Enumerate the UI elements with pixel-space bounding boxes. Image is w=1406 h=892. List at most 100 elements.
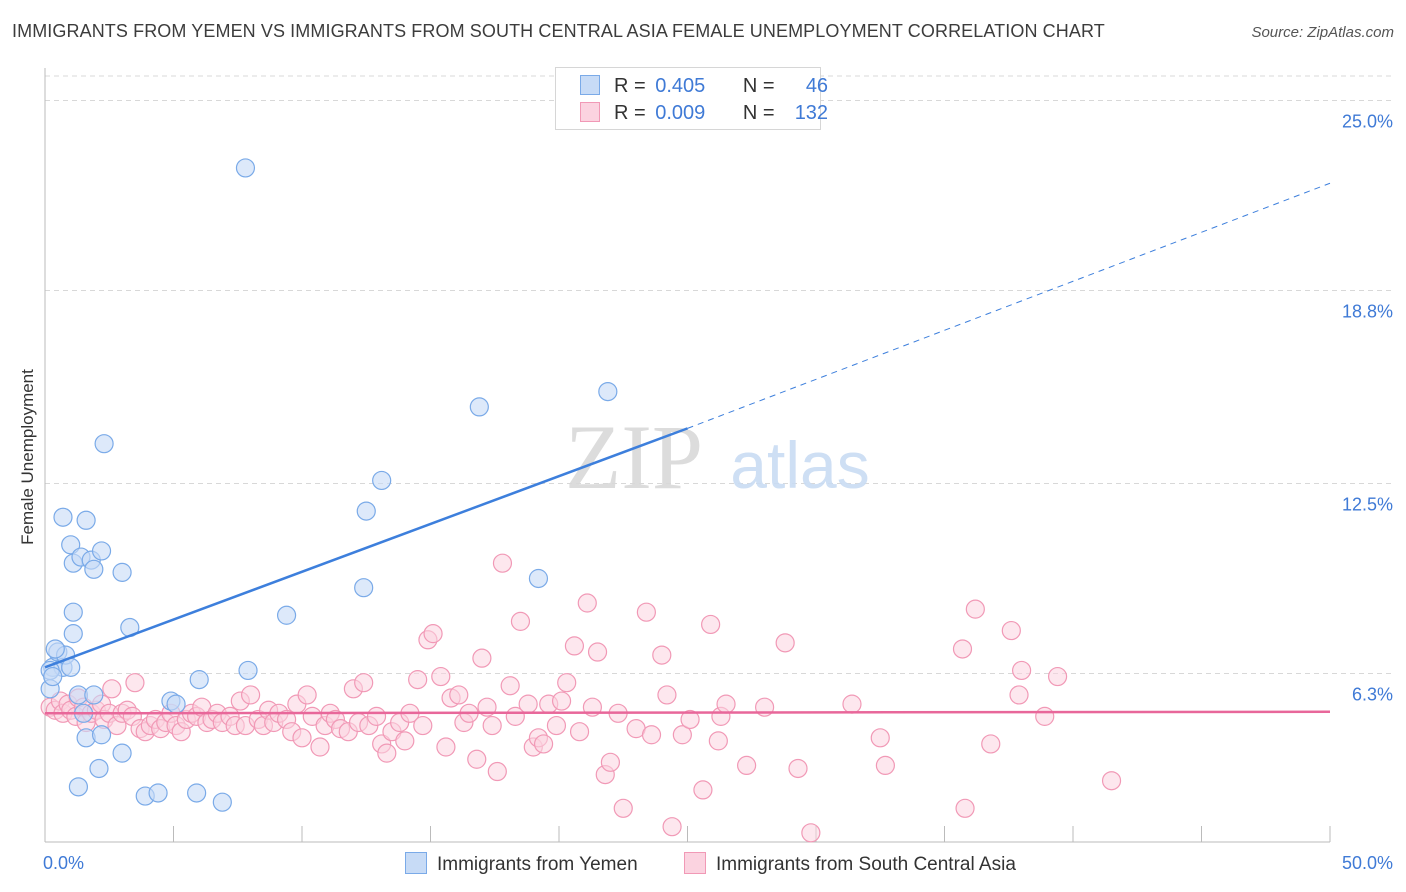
data-point-yemen [89, 758, 109, 779]
legend-r-value-yemen: 0.405 [655, 75, 706, 97]
data-point-yemen [63, 624, 83, 644]
data-point-south-central-asia [366, 706, 387, 726]
bottom-legend-south-central-asia: Immigrants from South Central Asia [684, 852, 1016, 876]
data-point-south-central-asia [955, 798, 975, 818]
data-point-south-central-asia [297, 685, 317, 705]
data-point-yemen [91, 725, 112, 745]
data-point-yemen [354, 578, 374, 598]
data-point-south-central-asia [672, 725, 692, 745]
data-point-south-central-asia [737, 755, 757, 776]
data-point-yemen [238, 660, 258, 681]
data-point-yemen [372, 470, 392, 491]
legend-r-label: R = [614, 102, 646, 124]
data-point-yemen [84, 559, 104, 579]
bottom-legend-swatch-yemen [405, 852, 427, 874]
x-tick-label-min: 0.0% [43, 853, 84, 873]
data-point-south-central-asia [125, 673, 145, 693]
data-point-south-central-asia [577, 593, 597, 613]
data-point-south-central-asia [965, 599, 985, 619]
data-point-south-central-asia [518, 694, 538, 714]
yemen-points [40, 158, 618, 812]
data-point-yemen [68, 777, 89, 797]
data-point-yemen [356, 501, 376, 521]
data-point-south-central-asia [413, 715, 433, 736]
y-tick-label: 12.5% [1342, 495, 1393, 515]
data-point-south-central-asia [423, 624, 443, 644]
data-point-south-central-asia [431, 666, 451, 687]
data-point-yemen [166, 694, 186, 714]
legend-row-yemen: R = 0.405 N = 46 [580, 75, 828, 99]
data-point-south-central-asia [701, 614, 721, 635]
data-point-south-central-asia [546, 715, 567, 736]
bottom-legend-yemen: Immigrants from Yemen [405, 852, 638, 876]
data-point-south-central-asia [551, 691, 572, 711]
data-point-yemen [187, 783, 207, 803]
legend-row-south-central-asia: R = 0.009 N = 132 [580, 102, 828, 126]
data-point-south-central-asia [533, 734, 554, 754]
data-point-yemen [598, 381, 618, 402]
data-point-south-central-asia [1101, 771, 1122, 791]
legend-r-label: R = [614, 75, 646, 97]
data-point-south-central-asia [241, 685, 261, 705]
data-point-yemen [61, 535, 81, 555]
data-point-south-central-asia [492, 553, 513, 573]
data-point-yemen [276, 605, 297, 625]
data-point-south-central-asia [788, 758, 808, 779]
source-credit: Source: ZipAtlas.com [1251, 24, 1394, 41]
data-point-yemen [76, 728, 96, 748]
data-point-south-central-asia [482, 715, 502, 736]
data-point-yemen [112, 743, 132, 763]
watermark: ZIP atlas [565, 406, 870, 508]
tick-labels: 6.3% 12.5% 18.8% 25.0% 0.0% 50.0% [43, 112, 1393, 873]
data-point-yemen [528, 568, 549, 589]
data-point-yemen [53, 507, 73, 527]
data-point-south-central-asia [510, 611, 531, 631]
y-tick-label: 6.3% [1352, 684, 1393, 704]
y-tick-label: 18.8% [1342, 301, 1393, 321]
data-point-south-central-asia [870, 728, 890, 748]
data-point-south-central-asia [693, 780, 713, 800]
legend-swatch-yemen [580, 75, 600, 95]
data-point-south-central-asia [449, 685, 469, 705]
data-point-south-central-asia [641, 725, 662, 745]
y-tick-label: 25.0% [1342, 112, 1393, 132]
data-point-south-central-asia [564, 636, 585, 656]
data-point-yemen [189, 670, 209, 690]
bottom-legend-label-south-central-asia: Immigrants from South Central Asia [716, 854, 1016, 875]
correlation-legend: R = 0.405 N = 46 R = 0.009 N = 132 [555, 67, 828, 130]
data-point-yemen [112, 562, 132, 582]
data-point-south-central-asia [613, 798, 633, 818]
data-point-south-central-asia [310, 737, 330, 757]
data-point-south-central-asia [487, 761, 507, 782]
data-point-south-central-asia [102, 679, 122, 699]
data-point-yemen [43, 666, 63, 687]
data-point-south-central-asia [775, 633, 795, 653]
data-point-yemen [45, 639, 65, 659]
data-point-south-central-asia [1009, 685, 1029, 705]
trendlines [44, 182, 1331, 715]
bottom-legend-label-yemen: Immigrants from Yemen [437, 854, 638, 875]
data-point-south-central-asia [652, 645, 672, 665]
data-point-south-central-asia [875, 755, 895, 776]
bottom-legend-swatch-south-central-asia [684, 852, 706, 874]
data-point-south-central-asia [436, 737, 456, 757]
trendline-yemen [44, 427, 688, 669]
data-point-yemen [63, 602, 83, 622]
data-point-south-central-asia [842, 694, 862, 714]
data-point-yemen [469, 397, 489, 417]
data-point-south-central-asia [716, 694, 736, 714]
data-point-south-central-asia [354, 673, 374, 693]
chart-title: IMMIGRANTS FROM YEMEN VS IMMIGRANTS FROM… [12, 21, 1105, 41]
data-point-south-central-asia [1011, 660, 1032, 681]
data-point-south-central-asia [500, 676, 520, 696]
legend-n-label: N = [742, 75, 775, 97]
watermark-atlas: atlas [730, 428, 869, 502]
legend-n-value-south-central-asia: 132 [794, 102, 829, 124]
data-point-south-central-asia [636, 602, 656, 622]
data-point-south-central-asia [952, 639, 973, 659]
data-point-south-central-asia [467, 749, 487, 769]
data-point-south-central-asia [569, 722, 590, 742]
data-point-south-central-asia [708, 731, 728, 751]
data-point-yemen [76, 510, 96, 530]
